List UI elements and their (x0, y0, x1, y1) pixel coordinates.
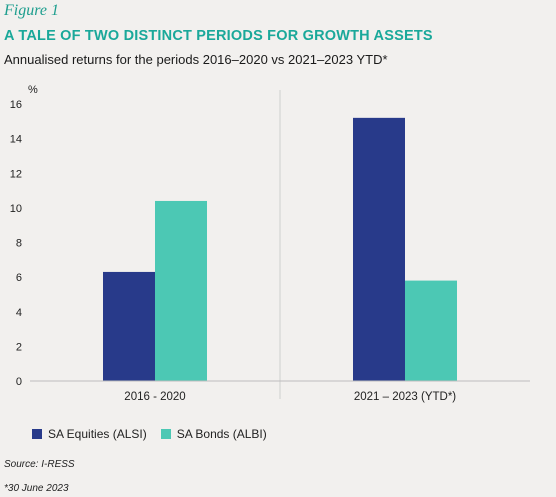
bar (405, 280, 457, 381)
chart-subtitle: Annualised returns for the periods 2016–… (4, 52, 388, 67)
legend-label-bonds: SA Bonds (ALBI) (176, 427, 267, 441)
chart-title: A TALE OF TWO DISTINCT PERIODS FOR GROWT… (4, 28, 433, 44)
source-note: Source: I-RESS (4, 459, 75, 470)
y-tick-label: 14 (10, 134, 22, 146)
bar (103, 271, 155, 381)
bar (353, 117, 405, 381)
y-tick-label: 0 (16, 376, 22, 388)
x-tick-label: 2021 – 2023 (YTD*) (354, 391, 456, 403)
legend: SA Equities (ALSI) SA Bonds (ALBI) (32, 427, 281, 441)
y-tick-label: 6 (16, 272, 22, 284)
y-tick-label: 16 (10, 99, 22, 111)
bar (155, 200, 207, 381)
figure-label: Figure 1 (4, 2, 59, 19)
bar-chart: % 0 2 4 6 8 10 12 14 16 2016 - 2020 2021 – 2023 (YT… (10, 84, 530, 403)
y-tick-label: 10 (10, 203, 22, 215)
y-tick-label: 2 (16, 341, 22, 353)
footnote: *30 June 2023 (4, 483, 69, 494)
legend-item-bonds: SA Bonds (ALBI) (160, 427, 267, 441)
y-tick-label: 4 (16, 307, 22, 319)
x-tick-label: 2016 - 2020 (124, 391, 185, 403)
legend-item-equities: SA Equities (ALSI) (32, 427, 147, 441)
legend-swatch-bonds (160, 429, 171, 439)
y-tick-label: 12 (10, 168, 22, 180)
y-tick-label: 8 (16, 238, 22, 250)
y-axis-unit-label: % (28, 84, 38, 96)
legend-swatch-equities (32, 429, 42, 439)
legend-label-equities: SA Equities (ALSI) (48, 427, 147, 441)
